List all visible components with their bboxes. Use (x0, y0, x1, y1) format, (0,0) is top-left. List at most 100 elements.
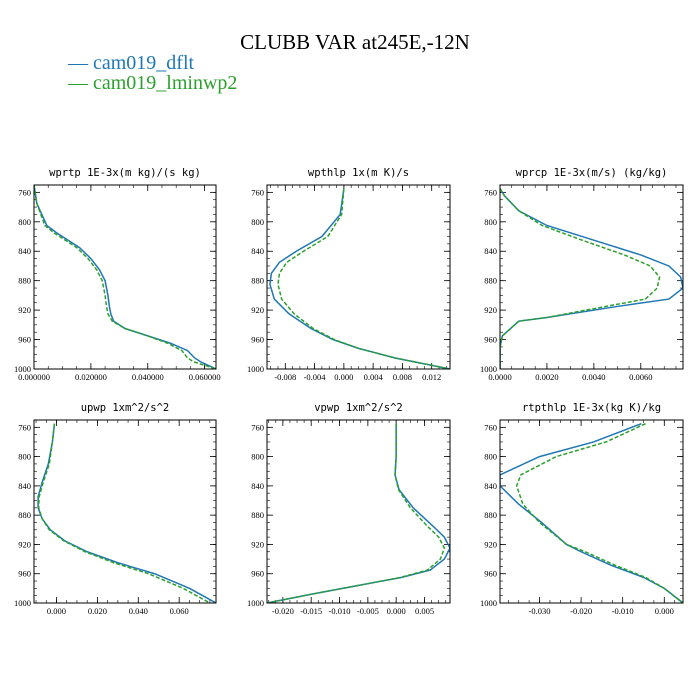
y-tick-label: 760 (251, 187, 264, 197)
y-tick-label: 1000 (247, 364, 264, 374)
y-tick-label: 800 (251, 452, 264, 462)
x-tick-label: 0.040000 (132, 372, 164, 382)
x-tick-label: -0.030 (529, 606, 551, 616)
panel-frame (266, 419, 451, 604)
y-tick-label: 1000 (247, 598, 264, 608)
y-tick-label: 960 (484, 335, 497, 345)
x-tick-label: -0.010 (329, 606, 351, 616)
y-tick-label: 840 (251, 481, 264, 491)
x-tick-label: -0.010 (612, 606, 634, 616)
x-tick-label: 0.020000 (75, 372, 107, 382)
y-tick-label: 1000 (14, 364, 31, 374)
figure-title: CLUBB VAR at245E,-12N (240, 30, 470, 54)
x-tick-label: 0.004 (364, 372, 384, 382)
y-tick-label: 920 (251, 539, 264, 549)
panel-5: vpwp 1xm^2/s^2 760 800 840 880 920 960 1000 -0.0… (247, 402, 451, 616)
series-line-cam019_lminwp2 (500, 188, 661, 369)
y-tick-label: 880 (18, 510, 31, 520)
x-tick-label: -0.008 (274, 372, 296, 382)
x-tick-label: 0.0020 (535, 372, 558, 382)
x-tick-label: 0.060 (170, 606, 189, 616)
panel-title: vpwp 1xm^2/s^2 (314, 402, 403, 414)
x-tick-label: 0.000 (387, 606, 406, 616)
y-tick-label: 760 (251, 422, 264, 432)
y-tick-label: 880 (484, 276, 497, 286)
panel-1: wprtp 1E-3x(m kg)/(s kg) 760 800 840 880 920 9… (14, 167, 221, 382)
y-tick-label: 960 (18, 569, 31, 579)
panel-frame (499, 184, 684, 370)
x-tick-label: 0.000 (47, 606, 66, 616)
series-line-cam019_lminwp2 (277, 188, 450, 369)
y-tick-label: 960 (251, 569, 264, 579)
panel-frame (499, 419, 684, 604)
y-tick-label: 840 (18, 481, 31, 491)
series-line-cam019_dflt (500, 422, 683, 603)
legend-entry-lminwp2: — cam019_lminwp2 (67, 72, 237, 94)
y-tick-label: 840 (484, 481, 497, 491)
y-tick-label: 840 (251, 246, 264, 256)
x-tick-label: 0.000000 (18, 372, 50, 382)
series-line-cam019_lminwp2 (37, 423, 211, 603)
series-line-cam019_lminwp2 (267, 423, 446, 603)
y-tick-label: 920 (484, 305, 497, 315)
x-tick-label: -0.004 (304, 372, 327, 382)
x-tick-label: -0.020 (272, 606, 294, 616)
y-tick-label: 960 (18, 335, 31, 345)
y-tick-label: 880 (18, 276, 31, 286)
y-tick-label: 1000 (480, 598, 497, 608)
panel-frame (266, 184, 451, 370)
x-tick-label: 0.060000 (189, 372, 221, 382)
y-tick-label: 880 (251, 276, 264, 286)
x-tick-label: 0.020 (88, 606, 107, 616)
panel-frame (33, 184, 217, 370)
series-line-cam019_lminwp2 (34, 185, 216, 369)
y-tick-label: 880 (484, 510, 497, 520)
y-tick-label: 1000 (480, 364, 497, 374)
panel-3: wprcp 1E-3x(m/s) (kg/kg) 760 800 840 880 920 9… (480, 167, 684, 382)
y-tick-label: 800 (251, 217, 264, 227)
y-tick-label: 960 (251, 335, 264, 345)
x-tick-label: 0.0040 (582, 372, 605, 382)
panel-4: upwp 1xm^2/s^2 760 800 840 880 920 960 1000 0.00… (14, 402, 217, 616)
y-tick-label: 920 (251, 305, 264, 315)
x-tick-label: 0.005 (415, 606, 434, 616)
y-tick-label: 920 (18, 305, 31, 315)
x-tick-label: 0.0060 (629, 372, 652, 382)
y-tick-label: 800 (18, 217, 31, 227)
y-tick-label: 920 (484, 539, 497, 549)
series-line-cam019_dflt (500, 188, 683, 369)
y-tick-label: 760 (18, 422, 31, 432)
y-tick-label: 760 (18, 187, 31, 197)
y-tick-label: 960 (484, 569, 497, 579)
y-tick-label: 760 (484, 187, 497, 197)
x-tick-label: 0.012 (422, 372, 441, 382)
panels-group: wprtp 1E-3x(m kg)/(s kg) 760 800 840 880 920 9… (14, 167, 684, 616)
x-tick-label: -0.005 (357, 606, 379, 616)
x-tick-label: 0.040 (129, 606, 148, 616)
panel-title: rtpthlp 1E-3x(kg K)/kg (522, 402, 661, 414)
panel-title: wpthlp 1x(m K)/s (308, 167, 409, 179)
panel-2: wpthlp 1x(m K)/s 760 800 840 880 920 960 1000 -0… (247, 167, 451, 382)
y-tick-label: 800 (484, 452, 497, 462)
y-tick-label: 800 (484, 217, 497, 227)
panel-title: wprtp 1E-3x(m kg)/(s kg) (49, 167, 201, 179)
x-tick-label: 0.000 (655, 606, 674, 616)
y-tick-label: 760 (484, 422, 497, 432)
legend-entry-dflt: — cam019_dflt (67, 52, 195, 74)
y-tick-label: 880 (251, 510, 264, 520)
y-tick-label: 1000 (14, 598, 31, 608)
y-tick-label: 840 (18, 246, 31, 256)
x-tick-label: 0.000 (334, 372, 353, 382)
series-line-cam019_dflt (34, 185, 216, 369)
x-tick-label: -0.015 (300, 606, 322, 616)
x-tick-label: -0.020 (570, 606, 592, 616)
panel-6: rtpthlp 1E-3x(kg K)/kg 760 800 840 880 920 960… (480, 402, 684, 616)
x-tick-label: 0.008 (393, 372, 412, 382)
panel-title: wprcp 1E-3x(m/s) (kg/kg) (516, 167, 668, 179)
y-tick-label: 840 (484, 246, 497, 256)
y-tick-label: 800 (18, 452, 31, 462)
panel-title: upwp 1xm^2/s^2 (81, 402, 170, 414)
x-tick-label: 0.0000 (488, 372, 511, 382)
panel-frame (33, 419, 217, 604)
